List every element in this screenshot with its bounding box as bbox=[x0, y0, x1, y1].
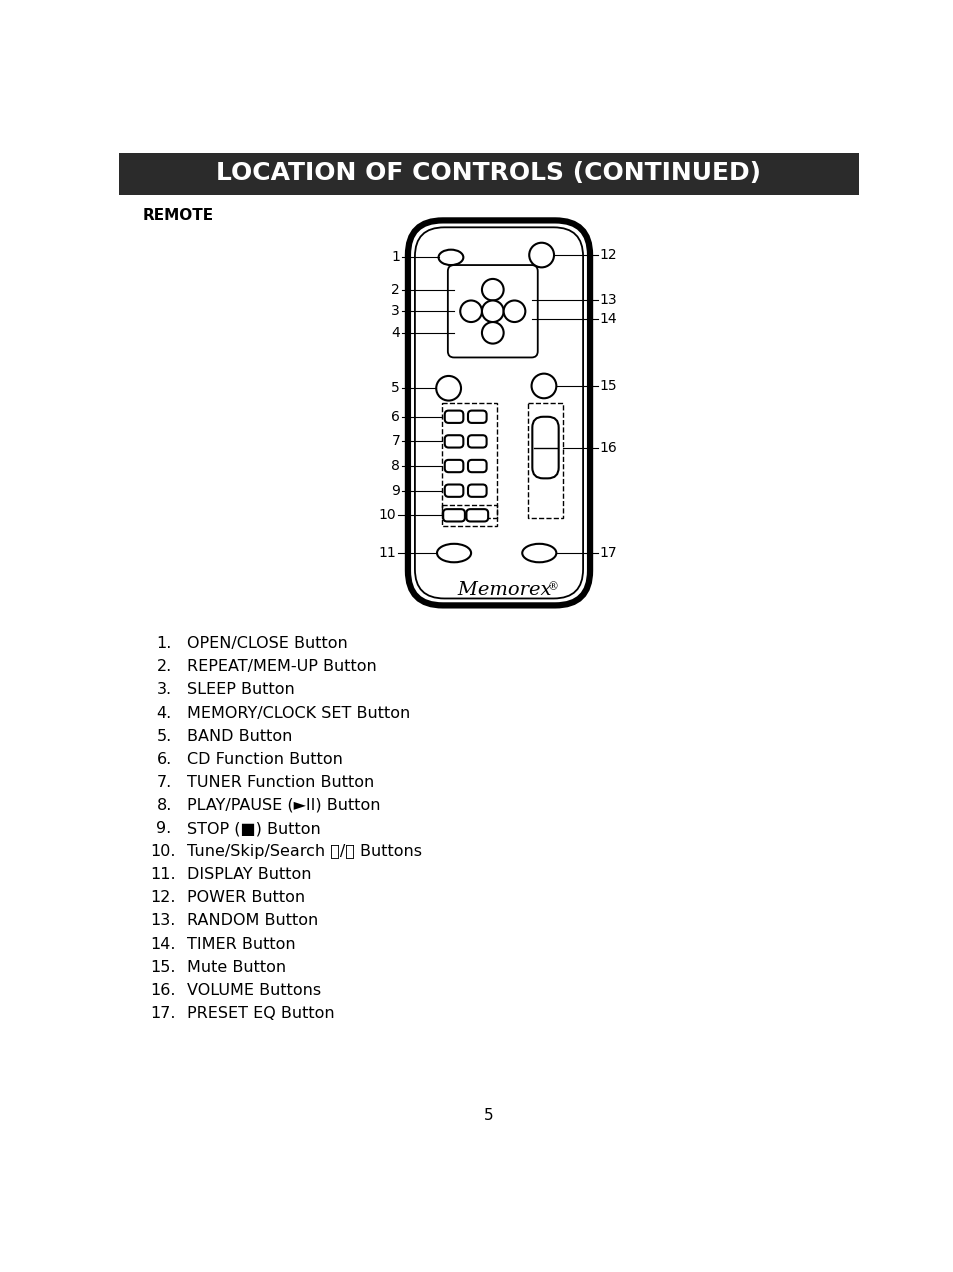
Ellipse shape bbox=[481, 322, 503, 343]
FancyBboxPatch shape bbox=[466, 509, 488, 522]
FancyBboxPatch shape bbox=[119, 153, 858, 195]
Text: 5: 5 bbox=[483, 1108, 494, 1123]
Text: 2: 2 bbox=[391, 282, 399, 296]
Text: 2.: 2. bbox=[156, 659, 172, 674]
Text: 5.: 5. bbox=[156, 729, 172, 744]
Ellipse shape bbox=[503, 300, 525, 322]
Text: 3: 3 bbox=[391, 304, 399, 318]
FancyBboxPatch shape bbox=[444, 411, 463, 422]
Text: 4.: 4. bbox=[156, 706, 172, 720]
Text: CD Function Button: CD Function Button bbox=[187, 752, 343, 767]
Text: PRESET EQ Button: PRESET EQ Button bbox=[187, 1006, 335, 1021]
Text: ®: ® bbox=[546, 581, 558, 591]
Text: 12: 12 bbox=[598, 248, 617, 262]
Text: Mute Button: Mute Button bbox=[187, 959, 286, 974]
Text: LOCATION OF CONTROLS (CONTINUED): LOCATION OF CONTROLS (CONTINUED) bbox=[216, 162, 760, 186]
FancyBboxPatch shape bbox=[532, 417, 558, 478]
Text: VOLUME Buttons: VOLUME Buttons bbox=[187, 983, 321, 997]
FancyBboxPatch shape bbox=[468, 435, 486, 448]
Ellipse shape bbox=[531, 374, 556, 398]
Ellipse shape bbox=[521, 544, 556, 562]
FancyBboxPatch shape bbox=[444, 435, 463, 448]
FancyBboxPatch shape bbox=[408, 220, 590, 605]
Text: 12.: 12. bbox=[150, 890, 175, 906]
Text: 10.: 10. bbox=[150, 845, 175, 859]
Text: BAND Button: BAND Button bbox=[187, 729, 293, 744]
Text: STOP (■) Button: STOP (■) Button bbox=[187, 820, 321, 836]
Text: 16.: 16. bbox=[150, 983, 175, 997]
Text: 10: 10 bbox=[378, 509, 395, 523]
Ellipse shape bbox=[438, 249, 463, 265]
FancyBboxPatch shape bbox=[468, 460, 486, 472]
Ellipse shape bbox=[529, 243, 554, 267]
Text: 3.: 3. bbox=[156, 682, 172, 697]
Text: 15: 15 bbox=[598, 379, 617, 393]
Text: PLAY/PAUSE (►II) Button: PLAY/PAUSE (►II) Button bbox=[187, 798, 380, 813]
Text: RANDOM Button: RANDOM Button bbox=[187, 913, 318, 929]
Text: 14.: 14. bbox=[150, 936, 175, 951]
Text: REMOTE: REMOTE bbox=[142, 209, 213, 223]
FancyBboxPatch shape bbox=[443, 509, 464, 522]
Text: TUNER Function Button: TUNER Function Button bbox=[187, 775, 375, 790]
Text: 16: 16 bbox=[598, 440, 617, 454]
Text: 6.: 6. bbox=[156, 752, 172, 767]
Text: SLEEP Button: SLEEP Button bbox=[187, 682, 294, 697]
Text: 13.: 13. bbox=[150, 913, 175, 929]
Text: 5: 5 bbox=[391, 382, 399, 396]
Text: 13: 13 bbox=[598, 294, 617, 308]
Text: DISPLAY Button: DISPLAY Button bbox=[187, 868, 312, 883]
Text: 7.: 7. bbox=[156, 775, 172, 790]
FancyBboxPatch shape bbox=[468, 485, 486, 497]
Text: 8: 8 bbox=[391, 459, 399, 473]
FancyBboxPatch shape bbox=[444, 485, 463, 497]
FancyBboxPatch shape bbox=[444, 460, 463, 472]
Text: Memorex: Memorex bbox=[454, 581, 551, 599]
Text: POWER Button: POWER Button bbox=[187, 890, 305, 906]
Ellipse shape bbox=[436, 544, 471, 562]
FancyBboxPatch shape bbox=[468, 411, 486, 422]
Text: 17: 17 bbox=[598, 546, 617, 560]
Text: Tune/Skip/Search ⏭/⏮ Buttons: Tune/Skip/Search ⏭/⏮ Buttons bbox=[187, 845, 422, 859]
Ellipse shape bbox=[481, 300, 503, 322]
Text: 1.: 1. bbox=[156, 636, 172, 651]
Text: 11.: 11. bbox=[150, 868, 175, 883]
Text: 9: 9 bbox=[391, 483, 399, 497]
Text: 15.: 15. bbox=[150, 959, 175, 974]
Text: 7: 7 bbox=[391, 435, 399, 449]
Text: 9.: 9. bbox=[156, 820, 172, 836]
Text: MEMORY/CLOCK SET Button: MEMORY/CLOCK SET Button bbox=[187, 706, 411, 720]
Text: 11: 11 bbox=[378, 546, 395, 560]
Text: 14: 14 bbox=[598, 312, 617, 326]
Text: 6: 6 bbox=[391, 410, 399, 424]
Text: 1: 1 bbox=[391, 251, 399, 265]
Text: REPEAT/MEM-UP Button: REPEAT/MEM-UP Button bbox=[187, 659, 376, 674]
Ellipse shape bbox=[481, 279, 503, 300]
Text: OPEN/CLOSE Button: OPEN/CLOSE Button bbox=[187, 636, 348, 651]
Ellipse shape bbox=[459, 300, 481, 322]
Ellipse shape bbox=[436, 377, 460, 401]
Text: TIMER Button: TIMER Button bbox=[187, 936, 295, 951]
Text: 8.: 8. bbox=[156, 798, 172, 813]
Text: 4: 4 bbox=[391, 326, 399, 340]
Text: 17.: 17. bbox=[150, 1006, 175, 1021]
